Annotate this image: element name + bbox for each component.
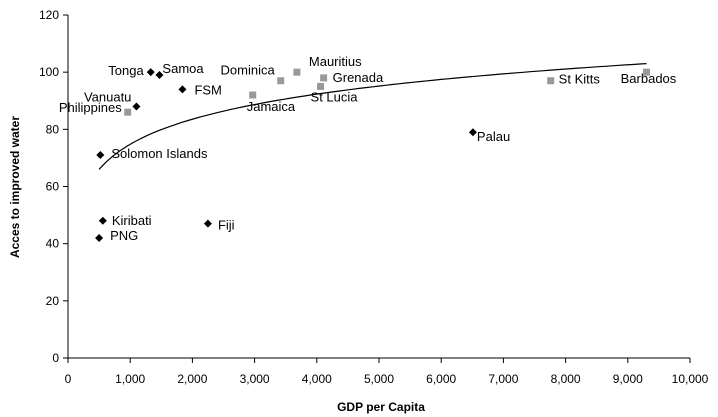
point-label: St Kitts <box>559 72 601 87</box>
y-axis: 0 20 40 60 80 100 120 <box>39 8 69 365</box>
x-tick-label: 0 <box>65 372 72 386</box>
point-label: Dominica <box>221 63 276 78</box>
diamond-marker <box>203 219 212 228</box>
point-label: Palau <box>477 129 510 144</box>
point-label: Jamaica <box>247 99 296 114</box>
x-tick-label: 7,000 <box>488 372 518 386</box>
diamond-marker <box>132 102 141 111</box>
diamond-marker <box>95 233 104 242</box>
diamond-marker <box>468 128 477 137</box>
square-marker <box>317 82 325 90</box>
x-tick-label: 6,000 <box>426 372 456 386</box>
square-marker <box>293 68 301 76</box>
point-label: Kiribati <box>112 213 152 228</box>
square-marker <box>320 74 328 82</box>
point-labels: Tonga Samoa Vanuatu FSM Solomon Islands Kirib… <box>59 54 677 243</box>
y-tick-label: 40 <box>46 237 60 251</box>
x-axis: 0 1,000 2,000 3,000 4,000 5,000 6,000 7,000 8,00… <box>65 357 709 386</box>
trendline <box>98 63 647 170</box>
point-label: Mauritius <box>309 54 362 69</box>
point-label: Philippines <box>59 100 122 115</box>
square-marker <box>547 77 555 85</box>
x-axis-title: GDP per Capita <box>337 400 425 414</box>
diamond-marker <box>146 68 155 77</box>
square-marker <box>277 77 285 85</box>
point-label: Fiji <box>218 218 235 233</box>
diamond-marker <box>155 71 164 80</box>
y-tick-label: 20 <box>46 294 60 308</box>
square-marker <box>642 68 650 76</box>
square-marker <box>249 91 257 99</box>
x-tick-label: 9,000 <box>613 372 643 386</box>
diamond-marker <box>178 85 187 94</box>
data-points <box>95 68 650 242</box>
point-label: Samoa <box>162 61 204 76</box>
square-marker <box>124 108 132 116</box>
x-tick-label: 2,000 <box>177 372 207 386</box>
y-tick-label: 120 <box>39 8 59 22</box>
point-label: Grenada <box>333 70 384 85</box>
point-label: FSM <box>194 82 221 97</box>
diamond-marker <box>96 151 105 160</box>
y-tick-label: 0 <box>52 351 59 365</box>
point-label: Vanuatu <box>84 89 131 104</box>
y-axis-title: Acces to improved water <box>8 116 22 258</box>
x-tick-label: 10,000 <box>672 372 709 386</box>
point-label: PNG <box>110 228 138 243</box>
x-tick-label: 8,000 <box>551 372 581 386</box>
y-tick-label: 60 <box>46 180 60 194</box>
point-label: Tonga <box>108 63 144 78</box>
x-tick-label: 1,000 <box>115 372 145 386</box>
x-tick-label: 4,000 <box>302 372 332 386</box>
point-label: St Lucia <box>311 89 359 104</box>
y-tick-label: 100 <box>39 65 59 79</box>
y-tick-label: 80 <box>46 122 60 136</box>
point-label: Solomon Islands <box>111 146 208 161</box>
point-label: Barbados <box>621 71 677 86</box>
diamond-marker <box>98 216 107 225</box>
x-tick-label: 5,000 <box>364 372 394 386</box>
x-tick-label: 3,000 <box>240 372 270 386</box>
